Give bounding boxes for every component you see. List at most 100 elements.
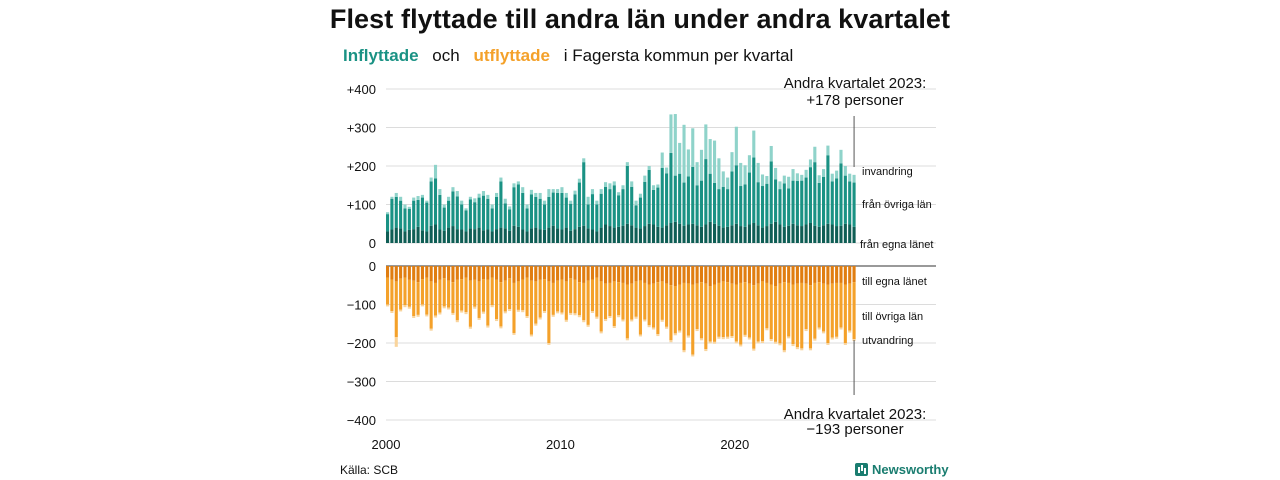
subtitle-och: och: [432, 46, 460, 65]
bar-segment-utflyttade: [647, 284, 651, 326]
bar-segment-utflyttade: [604, 266, 608, 284]
bar-segment-inflyttade: [787, 188, 791, 226]
bar-segment-inflyttade: [808, 167, 813, 223]
bar-segment-inflyttade: [534, 192, 538, 197]
bar-segment-utflyttade: [429, 266, 433, 282]
bar-segment-inflyttade: [538, 229, 542, 243]
bar-segment-inflyttade: [525, 208, 529, 232]
bar-segment-inflyttade: [442, 230, 446, 243]
bar-segment-utflyttade: [468, 280, 472, 327]
y-tick-label: +400: [347, 82, 376, 97]
bar-segment-utflyttade: [721, 266, 725, 282]
bar-segment-utflyttade: [726, 266, 730, 283]
bar-segment-utflyttade: [673, 266, 677, 287]
bar-segment-utflyttade: [813, 266, 817, 283]
bar-segment-utflyttade: [795, 283, 799, 348]
bar-segment-utflyttade: [595, 277, 599, 317]
bar-segment-inflyttade: [665, 173, 669, 226]
bar-segment-inflyttade: [499, 227, 503, 243]
bar-segment-utflyttade: [577, 282, 581, 316]
bar-segment-utflyttade: [795, 266, 799, 284]
bar-segment-utflyttade: [468, 266, 472, 281]
bar-segment-utflyttade: [569, 278, 573, 313]
bar-segment-utflyttade: [734, 266, 738, 285]
bar-segment-utflyttade: [848, 283, 852, 331]
bar-segment-inflyttade: [447, 196, 451, 201]
bar-segment-inflyttade: [682, 225, 686, 243]
bar-segment-utflyttade: [660, 281, 664, 320]
bar-segment-utflyttade: [464, 312, 468, 315]
bar-segment-inflyttade: [547, 189, 551, 197]
bar-segment-inflyttade: [704, 159, 708, 225]
bar-segment-utflyttade: [394, 281, 398, 338]
bar-segment-inflyttade: [843, 166, 847, 176]
bar-segment-inflyttade: [630, 225, 634, 243]
bar-segment-inflyttade: [516, 181, 520, 185]
bar-segment-utflyttade: [774, 266, 778, 287]
bar-segment-inflyttade: [778, 224, 782, 243]
subtitle-inflyttade: Inflyttade: [343, 46, 419, 65]
bar-segment-inflyttade: [542, 204, 547, 230]
bar-segment-utflyttade: [835, 282, 839, 337]
bar-segment-utflyttade: [599, 281, 603, 332]
bar-segment-utflyttade: [529, 266, 533, 281]
bar-segment-utflyttade: [486, 325, 490, 328]
subtitle-utflyttade: utflyttade: [473, 46, 550, 65]
x-tick-label: 2020: [720, 437, 749, 452]
bar-segment-inflyttade: [817, 175, 821, 183]
bar-segment-inflyttade: [726, 226, 730, 243]
bar-segment-inflyttade: [769, 145, 773, 162]
bar-segment-utflyttade: [569, 266, 573, 279]
bar-segment-utflyttade: [538, 317, 542, 320]
bar-segment-utflyttade: [464, 277, 468, 313]
bar-segment-utflyttade: [451, 312, 455, 315]
bar-segment-utflyttade: [704, 266, 708, 284]
bar-segment-inflyttade: [787, 176, 791, 189]
annotation-bottom-line1: Andra kvartalet 2023:: [784, 406, 927, 423]
bar-segment-inflyttade: [830, 181, 834, 225]
bar-segment-utflyttade: [638, 334, 642, 337]
bar-segment-utflyttade: [630, 319, 634, 322]
bar-segment-inflyttade: [704, 124, 708, 160]
bar-segment-inflyttade: [839, 163, 843, 226]
source-label: Källa: SCB: [340, 463, 399, 477]
bar-segment-utflyttade: [787, 266, 791, 283]
bar-segment-inflyttade: [647, 166, 651, 170]
bar-segment-utflyttade: [612, 326, 616, 328]
bar-segment-inflyttade: [747, 155, 751, 173]
bar-segment-utflyttade: [399, 309, 403, 312]
y-tick-label: 0: [369, 236, 376, 251]
bar-segment-utflyttade: [769, 266, 773, 285]
bar-segment-utflyttade: [481, 266, 486, 280]
bar-segment-inflyttade: [695, 185, 699, 226]
bar-segment-inflyttade: [512, 225, 516, 243]
bar-segment-utflyttade: [695, 283, 699, 330]
bar-segment-inflyttade: [564, 197, 568, 228]
bar-segment-utflyttade: [425, 314, 429, 317]
bar-segment-utflyttade: [420, 266, 424, 280]
bar-segment-utflyttade: [442, 278, 446, 307]
bar-segment-inflyttade: [717, 158, 721, 190]
bar-segment-inflyttade: [394, 192, 398, 197]
bar-segment-utflyttade: [455, 266, 459, 280]
x-tick-label: 2010: [546, 437, 575, 452]
bar-segment-utflyttade: [765, 266, 769, 283]
bar-segment-inflyttade: [407, 208, 411, 230]
bar-segment-utflyttade: [651, 327, 656, 330]
bar-segment-inflyttade: [538, 198, 542, 230]
bar-segment-utflyttade: [656, 334, 660, 337]
bar-segment-inflyttade: [835, 178, 839, 227]
bar-segment-utflyttade: [813, 282, 817, 339]
series-label-fran-ovriga-lan: från övriga län: [862, 199, 932, 211]
bar-segment-utflyttade: [830, 283, 834, 338]
bar-segment-inflyttade: [503, 228, 507, 243]
bar-segment-inflyttade: [848, 181, 852, 225]
bar-segment-utflyttade: [713, 284, 717, 342]
bar-segment-utflyttade: [455, 320, 459, 323]
bar-segment-inflyttade: [660, 167, 664, 228]
bar-segment-utflyttade: [843, 284, 847, 343]
bar-segment-utflyttade: [826, 284, 830, 343]
bar-segment-inflyttade: [477, 227, 481, 243]
bar-segment-inflyttade: [826, 155, 830, 224]
bar-segment-inflyttade: [390, 198, 394, 230]
